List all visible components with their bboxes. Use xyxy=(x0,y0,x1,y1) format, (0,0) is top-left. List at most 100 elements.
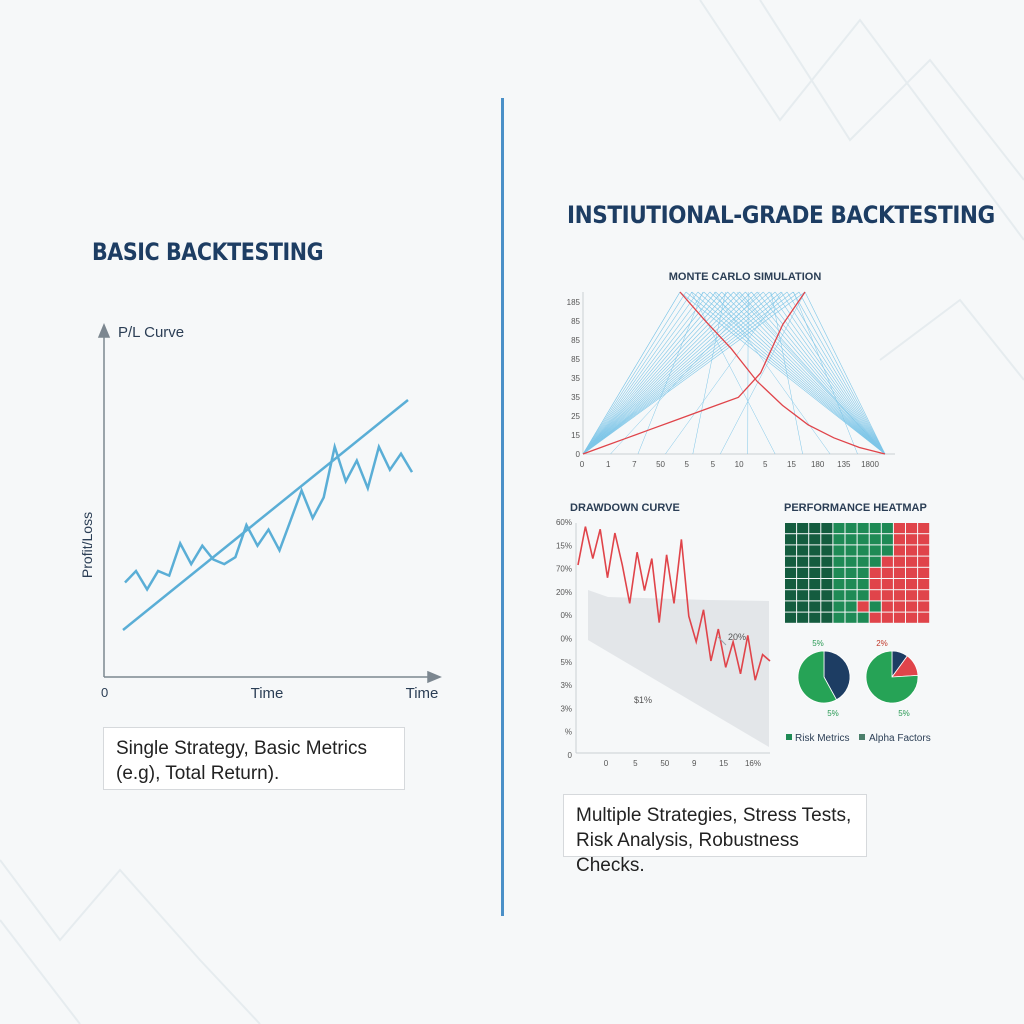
pie-2-bottom-label: 5% xyxy=(898,709,910,718)
heatmap-cell xyxy=(918,556,930,567)
heatmap-cell xyxy=(918,523,930,534)
drawdown-annotation-1: 20% xyxy=(728,632,746,642)
monte-carlo-path xyxy=(582,291,734,455)
monte-carlo-y-tick: 85 xyxy=(571,317,580,326)
heatmap-cell xyxy=(881,534,893,545)
heatmap-cell xyxy=(797,556,809,567)
heatmap-title: PERFORMANCE HEATMAP xyxy=(784,502,927,514)
heatmap-cell xyxy=(881,545,893,556)
monte-carlo-path xyxy=(582,291,681,455)
heatmap-cell xyxy=(893,534,905,545)
monte-carlo-path xyxy=(763,291,886,455)
heatmap-cell xyxy=(857,556,869,567)
monte-carlo-y-tick: 0 xyxy=(576,450,581,459)
pie-slice xyxy=(865,650,919,704)
monte-carlo-path xyxy=(582,291,693,455)
heatmap-cell xyxy=(881,601,893,612)
monte-carlo-path xyxy=(582,291,770,455)
heatmap-cell xyxy=(893,579,905,590)
heatmap-cell xyxy=(809,579,821,590)
heatmap-cell xyxy=(809,612,821,623)
heatmap-cell xyxy=(845,567,857,578)
monte-carlo-path xyxy=(582,291,716,455)
heatmap-cell xyxy=(893,612,905,623)
monte-carlo-path xyxy=(745,291,886,455)
monte-carlo-path xyxy=(692,291,726,455)
drawdown-annotation-2: $1% xyxy=(634,695,652,705)
heatmap-cell xyxy=(785,567,797,578)
monte-carlo-path xyxy=(582,291,764,455)
heatmap-cell xyxy=(918,567,930,578)
monte-carlo-path xyxy=(709,291,886,455)
heatmap-cell xyxy=(833,545,845,556)
drawdown-y-tick: % xyxy=(565,728,572,737)
heatmap-cell xyxy=(906,601,918,612)
monte-carlo-path xyxy=(715,291,886,455)
monte-carlo-y-tick: 85 xyxy=(571,336,580,345)
monte-carlo-chart: MONTE CARLO SIMULATION 18585858535352515… xyxy=(567,271,895,469)
pie-1-bottom-label: 5% xyxy=(827,709,839,718)
heatmap-cell xyxy=(821,601,833,612)
center-divider xyxy=(501,98,504,916)
monte-carlo-x-tick: 5 xyxy=(711,460,716,469)
heatmap-cell xyxy=(906,590,918,601)
heatmap-cell xyxy=(845,534,857,545)
monte-carlo-path xyxy=(721,291,886,455)
heatmap-cell xyxy=(857,601,869,612)
heatmap-cell xyxy=(833,590,845,601)
heatmap-cell xyxy=(821,545,833,556)
heatmap-cell xyxy=(809,534,821,545)
heatmap-cell xyxy=(785,523,797,534)
heatmap-cell xyxy=(857,590,869,601)
heatmap-cell xyxy=(797,545,809,556)
drawdown-x-tick: 5 xyxy=(633,759,638,768)
heatmap-cell xyxy=(833,579,845,590)
legend-alpha-swatch xyxy=(859,734,865,740)
monte-carlo-x-tick: 1800 xyxy=(861,460,879,469)
heatmap-cell xyxy=(881,612,893,623)
monte-carlo-path xyxy=(792,291,886,455)
right-caption-box: Multiple Strategies, Stress Tests, Risk … xyxy=(563,794,867,876)
monte-carlo-x-tick: 5 xyxy=(685,460,690,469)
heatmap-cell xyxy=(918,545,930,556)
heatmap-cell xyxy=(906,556,918,567)
heatmap-cell xyxy=(893,523,905,534)
left-caption-line-2: (e.g), Total Return). xyxy=(116,763,280,784)
drawdown-y-ticks: 60% 15% 70% 20% 0% 0% 5% 3% 3%% 0 xyxy=(556,518,573,760)
monte-carlo-path xyxy=(685,291,886,455)
heatmap-cell xyxy=(918,612,930,623)
monte-carlo-x-tick: 15 xyxy=(787,460,796,469)
drawdown-shaded-area xyxy=(588,590,769,747)
monte-carlo-path xyxy=(582,291,776,455)
heatmap-cell xyxy=(809,523,821,534)
drawdown-x-tick: 50 xyxy=(660,759,669,768)
heatmap-cell xyxy=(809,556,821,567)
heatmap-cell xyxy=(785,601,797,612)
monte-carlo-x-ticks: 0 1 7 50 5 5 10 5 15 180 135 1800 xyxy=(580,460,880,469)
heatmap-cell xyxy=(797,590,809,601)
heatmap-cell xyxy=(845,545,857,556)
drawdown-y-tick: 0% xyxy=(560,635,572,644)
legend-alpha-label: Alpha Factors xyxy=(869,733,931,744)
monte-carlo-y-tick: 35 xyxy=(571,374,580,383)
monte-carlo-x-tick: 135 xyxy=(837,460,851,469)
heatmap-cell xyxy=(869,523,881,534)
monte-carlo-path xyxy=(703,291,886,455)
pl-axes xyxy=(97,323,442,684)
pl-curve-chart: P/L Curve Profit/Loss 0 Time Time xyxy=(79,323,442,702)
heatmap-cell xyxy=(906,612,918,623)
heatmap-cell xyxy=(881,579,893,590)
heatmap-cell xyxy=(918,534,930,545)
monte-carlo-path xyxy=(637,291,703,455)
monte-carlo-paths xyxy=(582,291,886,455)
heatmap-cell xyxy=(857,523,869,534)
monte-carlo-y-ticks: 185 85 85 85 35 35 25 15 0 xyxy=(567,298,581,459)
heatmap-cell xyxy=(785,556,797,567)
monte-carlo-y-tick: 25 xyxy=(571,412,580,421)
heatmap-cell xyxy=(869,567,881,578)
monte-carlo-x-tick: 0 xyxy=(580,460,585,469)
monte-carlo-path xyxy=(727,291,886,455)
monte-carlo-path xyxy=(582,291,746,455)
monte-carlo-x-tick: 10 xyxy=(735,460,744,469)
